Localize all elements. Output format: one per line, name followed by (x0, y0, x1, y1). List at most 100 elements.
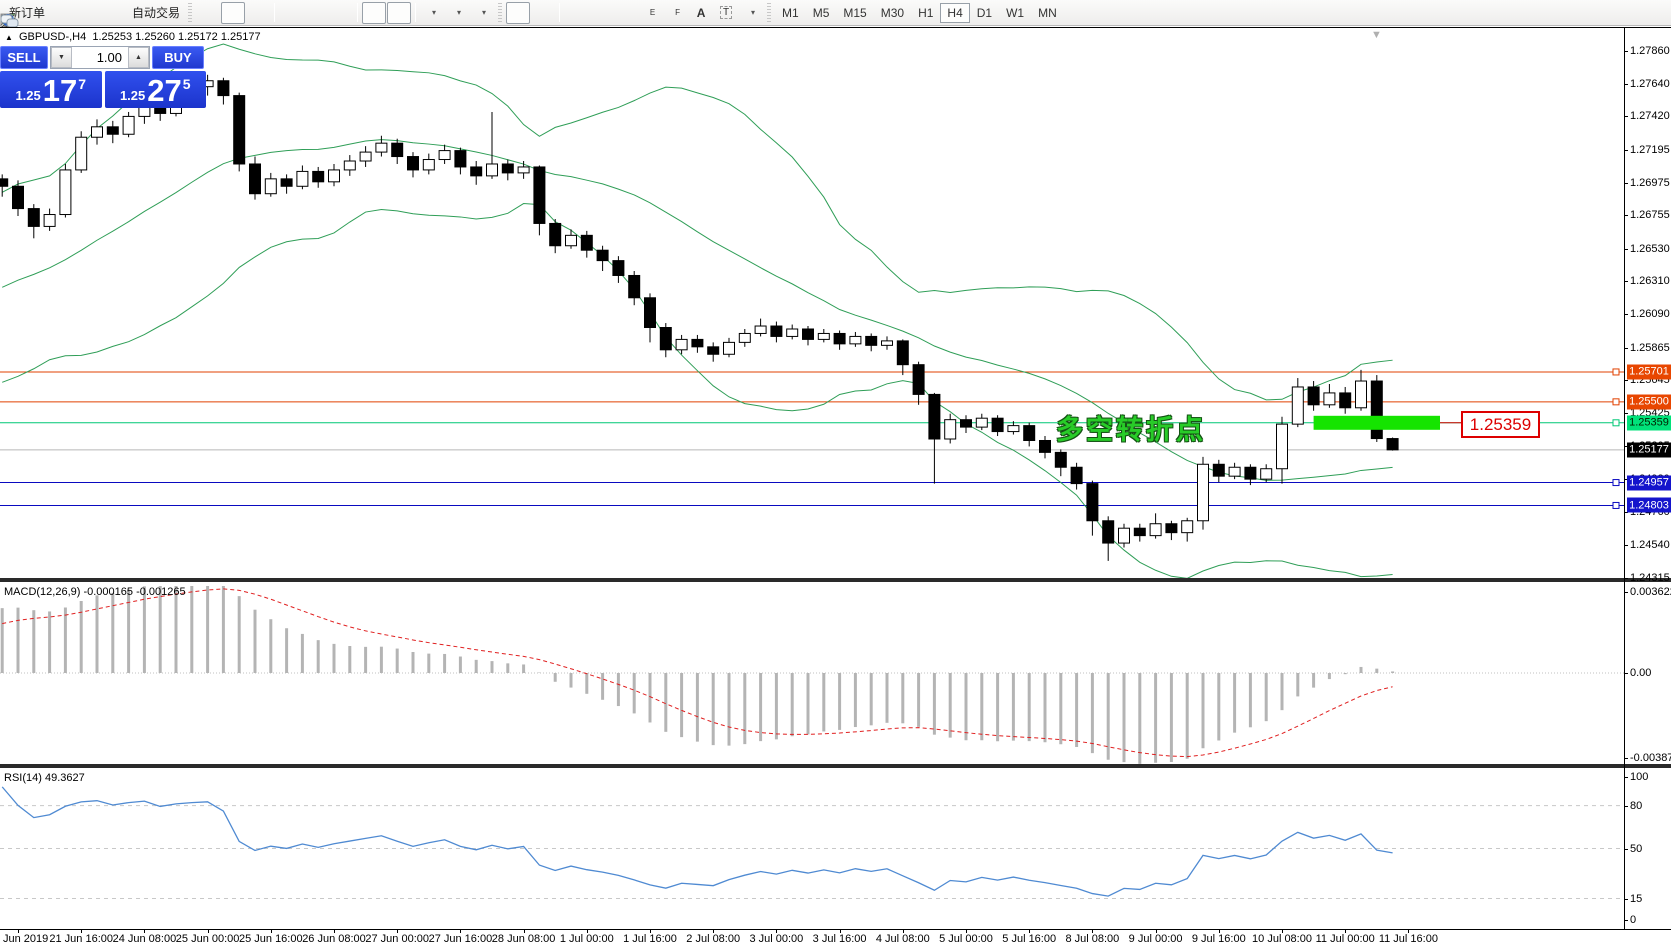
bear-candle (1070, 466, 1083, 485)
one-click-trading-panel: SELL ▼ ▲ BUY 1.25 17 7 1.25 27 5 (0, 46, 206, 108)
bull-candle (438, 150, 451, 161)
indicators-button[interactable]: ▾ (0, 2, 444, 27)
time-tick-mark (1029, 929, 1031, 933)
text-label-button[interactable]: T (714, 2, 738, 24)
price-tag[interactable]: 1.25359 (1627, 415, 1671, 431)
text-tool-icon: A (696, 5, 706, 20)
axis-tick-mark (1624, 248, 1628, 250)
panel-collapse-icon[interactable]: ▲ (5, 33, 13, 42)
timeframe-W1[interactable]: W1 (1006, 5, 1025, 20)
horizontal-line-button[interactable] (1, 2, 613, 24)
buy-price-display[interactable]: 1.25 27 5 (104, 71, 206, 108)
chart-shift-button[interactable] (2, 1, 412, 26)
chart-annotation[interactable]: 多空转折点 (1056, 415, 1206, 445)
macd-tick-label: 0.003622 (1630, 586, 1671, 598)
timeframe-H1[interactable]: H1 (918, 5, 934, 20)
rsi-canvas[interactable] (0, 770, 1624, 929)
price-tick-label: 1.26090 (1630, 308, 1670, 321)
price-label-box[interactable]: 1.25359 (1461, 411, 1540, 438)
price-tag[interactable]: 1.24803 (1627, 497, 1671, 513)
main-chart-canvas[interactable] (0, 27, 1624, 580)
bull-candle (675, 338, 688, 351)
timeframe-MN[interactable]: MN (1038, 5, 1057, 20)
toolbar-grip[interactable] (188, 2, 193, 23)
equidistant-channel-button[interactable]: E (0, 2, 663, 28)
buy-button[interactable]: BUY (152, 46, 204, 69)
bear-candle (628, 274, 641, 299)
market-button[interactable] (1, 2, 99, 27)
crosshair-button[interactable] (1, 2, 555, 28)
tile-windows-button[interactable] (1, 2, 353, 28)
search-button[interactable] (2, 2, 1633, 29)
axis-tick-mark (1624, 314, 1628, 316)
toolbar-grip[interactable] (498, 2, 503, 23)
volume-decrease-button[interactable]: ▼ (51, 47, 72, 68)
toolbar-separator (357, 3, 359, 22)
price-tag[interactable]: 1.25701 (1627, 364, 1671, 380)
axis-tick-mark (1624, 544, 1628, 546)
price-tag[interactable]: 1.24957 (1627, 475, 1671, 491)
time-tick-label: 25 Jun 16:00 (238, 933, 303, 945)
cursor-button[interactable] (5, 1, 531, 28)
bear-candle (1086, 483, 1099, 522)
toolbar-separator (559, 3, 561, 22)
macd-pane-divider[interactable] (0, 578, 1671, 582)
time-tick-label: 9 Jul 16:00 (1191, 933, 1246, 945)
timeframe-M1[interactable]: M1 (782, 5, 799, 20)
quotes-button[interactable] (1, 2, 74, 27)
bull-candle (91, 126, 103, 138)
vertical-line-button[interactable] (4, 2, 588, 28)
label-tool-icon: T (719, 6, 733, 19)
timeframe-M15[interactable]: M15 (843, 5, 867, 20)
chat-button[interactable] (0, 2, 1663, 27)
toolbar-grip[interactable] (767, 2, 772, 23)
line-chart-button[interactable] (1, 2, 270, 25)
bull-candle (43, 214, 56, 227)
text-button[interactable]: A (689, 2, 713, 24)
time-tick-mark (1345, 929, 1347, 933)
sell-button[interactable]: SELL (0, 46, 48, 69)
time-tick-label: 10 Jul 08:00 (1252, 933, 1312, 945)
volume-input[interactable] (72, 47, 128, 68)
bull-candle (849, 335, 862, 345)
timeframe-M5[interactable]: M5 (812, 5, 830, 20)
price-tick-label: 1.24540 (1630, 538, 1670, 551)
chart-title: ▲ GBPUSD-,H4 1.25253 1.25260 1.25172 1.2… (5, 31, 261, 43)
rsi-tick-label: 100 (1630, 771, 1649, 783)
price-tag[interactable]: 1.25177 (1627, 442, 1671, 458)
arrows-button[interactable]: ▾ (3, 2, 763, 26)
macd-canvas[interactable] (0, 584, 1624, 765)
timeframe-H4[interactable]: H4 (940, 2, 970, 23)
timeframe-D1[interactable]: D1 (976, 5, 993, 20)
bull-candle (1355, 380, 1367, 409)
price-tick-label: 1.24315 (1630, 571, 1670, 584)
bear-candle (106, 126, 119, 135)
sell-price-display[interactable]: 1.25 17 7 (0, 71, 102, 108)
bar-chart-button[interactable] (2, 2, 220, 27)
periods-button[interactable]: ▾ (1, 2, 469, 27)
macd-tick-label: -0.003877 (1630, 752, 1671, 764)
zoom-out-button[interactable] (1, 2, 328, 29)
price-tag[interactable]: 1.25500 (1627, 394, 1671, 410)
zoom-in-button[interactable] (1, 2, 303, 29)
bear-candle (1370, 380, 1383, 440)
scroll-to-end-icon[interactable]: ▼ (1371, 29, 1382, 41)
axis-tick-mark (1624, 51, 1628, 52)
rsi-pane-divider[interactable] (0, 764, 1671, 768)
auto-scroll-button[interactable] (2, 1, 387, 26)
bull-candle (343, 160, 356, 171)
signals-button[interactable] (2, 2, 124, 26)
auto-trading-button[interactable]: 自动交易 (1, 2, 184, 28)
timeframe-M30[interactable]: M30 (880, 5, 905, 20)
volume-increase-button[interactable]: ▲ (128, 47, 149, 68)
bear-candle (312, 170, 325, 183)
fibonacci-button[interactable]: F (1, 2, 688, 24)
templates-button[interactable]: ▾ (0, 2, 494, 27)
chart-window[interactable]: ▲ GBPUSD-,H4 1.25253 1.25260 1.25172 1.2… (0, 27, 1671, 946)
candlestick-chart-button[interactable] (3, 1, 246, 28)
time-tick-mark (18, 929, 19, 933)
axis-tick-mark (1624, 479, 1628, 481)
trendline-button[interactable] (1, 2, 638, 27)
bull-candle (328, 169, 340, 183)
axis-tick-mark (1624, 920, 1628, 921)
